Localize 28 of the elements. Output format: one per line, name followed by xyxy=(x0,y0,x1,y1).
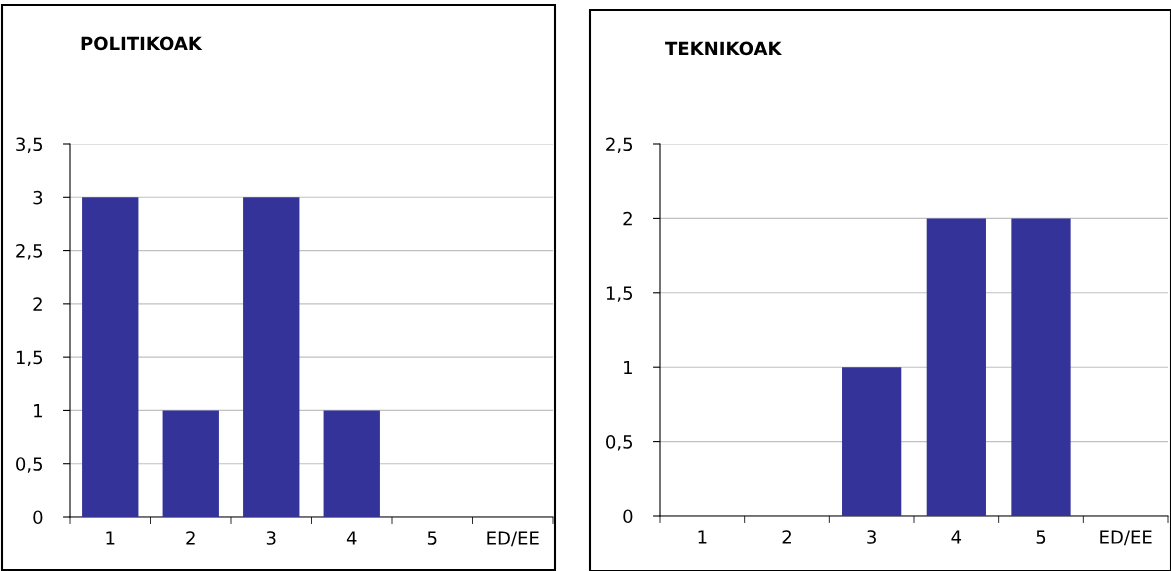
chart-title: POLITIKOAK xyxy=(81,36,203,51)
x-tick-label: 5 xyxy=(427,531,437,545)
y-tick-label: 2,5 xyxy=(606,137,633,153)
y-tick-label: 1 xyxy=(624,360,632,375)
y-tick-label: 2 xyxy=(33,297,42,311)
x-tick-label: 1 xyxy=(698,530,707,544)
x-tick-label: 3 xyxy=(266,531,276,545)
y-tick-label: 1,5 xyxy=(606,286,633,302)
x-tick-label: 3 xyxy=(867,530,876,544)
x-tick-label: 2 xyxy=(186,531,195,545)
chart-title: TEKNIKOAK xyxy=(665,41,783,56)
y-tick-label: 2,5 xyxy=(16,244,43,260)
y-tick-label: 0 xyxy=(33,510,43,525)
y-tick-label: 3,5 xyxy=(16,137,43,153)
x-tick-label: ED/EE xyxy=(1100,530,1152,546)
x-tick-label: 1 xyxy=(106,531,115,545)
y-tick-label: 1 xyxy=(34,404,42,418)
y-tick-label: 1,5 xyxy=(16,350,43,367)
y-tick-label: 3 xyxy=(33,190,43,205)
y-tick-label: 2 xyxy=(623,211,632,226)
x-tick-label: ED/EE xyxy=(487,531,539,547)
y-tick-label: 0,5 xyxy=(606,435,633,451)
y-tick-label: 0,5 xyxy=(16,457,43,473)
x-tick-label: 4 xyxy=(951,530,962,544)
x-tick-label: 4 xyxy=(346,531,357,545)
x-tick-label: 2 xyxy=(782,530,791,544)
x-tick-label: 5 xyxy=(1036,530,1046,544)
y-tick-label: 0 xyxy=(623,509,633,524)
